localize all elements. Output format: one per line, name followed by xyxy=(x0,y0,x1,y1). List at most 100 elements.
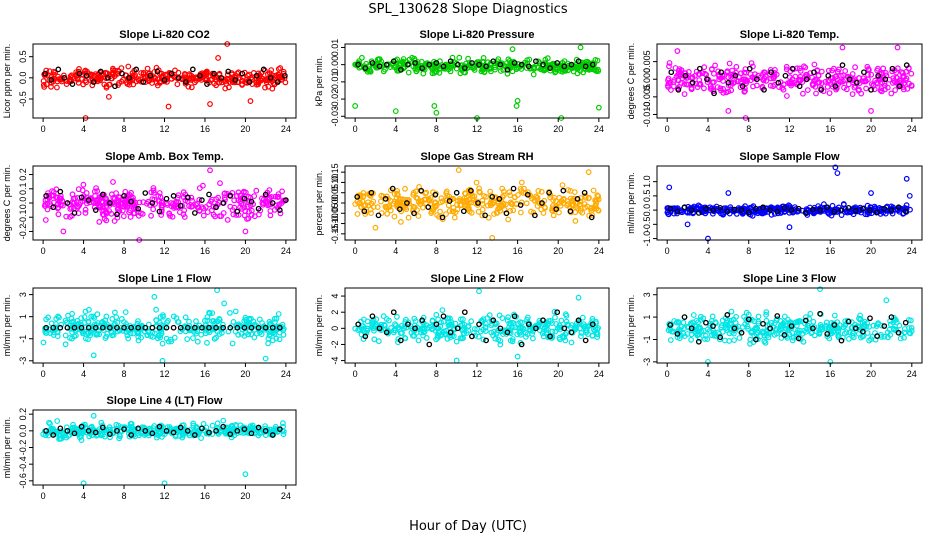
data-point xyxy=(552,314,558,321)
data-point xyxy=(201,317,208,324)
data-point xyxy=(54,84,60,91)
data-point xyxy=(117,433,123,440)
data-point xyxy=(99,422,106,429)
data-point xyxy=(96,197,103,203)
mean-point xyxy=(369,313,376,320)
data-point xyxy=(491,211,497,217)
mean-point xyxy=(867,207,873,213)
data-point xyxy=(835,331,842,338)
data-point xyxy=(42,217,49,223)
data-point xyxy=(166,210,173,217)
mean-point xyxy=(433,60,440,66)
data-point xyxy=(390,329,397,336)
data-point xyxy=(222,85,229,92)
x-tick-label: 24 xyxy=(907,124,917,134)
mean-point xyxy=(568,61,575,68)
data-point xyxy=(259,199,266,206)
data-point xyxy=(491,328,497,335)
data-point xyxy=(570,202,576,209)
data-point xyxy=(543,327,550,333)
data-point xyxy=(164,319,170,326)
y-tick-label: 0.2 xyxy=(18,168,28,181)
data-point xyxy=(891,326,898,333)
mean-point xyxy=(184,427,191,434)
data-point xyxy=(94,311,101,318)
data-point xyxy=(48,83,54,90)
mean-point xyxy=(246,79,253,85)
mean-point xyxy=(454,325,461,332)
mean-point xyxy=(156,208,163,215)
data-point xyxy=(500,188,507,195)
mean-point xyxy=(92,207,99,213)
data-point xyxy=(93,331,100,338)
mean-point xyxy=(76,70,83,77)
data-point xyxy=(797,77,804,84)
data-point xyxy=(131,210,138,217)
mean-point xyxy=(560,187,567,194)
x-tick-label: 4 xyxy=(393,246,398,256)
mean-point xyxy=(161,77,168,83)
data-point xyxy=(394,187,401,194)
data-point xyxy=(446,208,453,214)
y-tick-label: 3 xyxy=(642,292,652,297)
data-point xyxy=(68,315,75,322)
data-point xyxy=(694,84,701,90)
mean-point xyxy=(796,83,803,90)
y-tick-label: 0 xyxy=(330,326,340,331)
x-tick-label: 20 xyxy=(866,124,876,134)
data-point xyxy=(62,317,69,324)
data-point xyxy=(255,77,262,84)
data-point xyxy=(868,71,875,78)
data-point xyxy=(188,194,195,201)
data-point xyxy=(401,61,408,67)
outlier-point xyxy=(352,103,359,109)
mean-point xyxy=(868,86,874,93)
data-point xyxy=(170,203,177,210)
data-point xyxy=(726,60,733,67)
data-point xyxy=(811,61,818,68)
data-point xyxy=(908,70,915,77)
x-tick-label: 8 xyxy=(434,246,439,256)
data-point xyxy=(175,319,182,326)
data-point xyxy=(46,419,52,426)
data-point xyxy=(101,433,108,440)
data-point xyxy=(213,334,219,341)
point-cloud xyxy=(352,179,602,225)
y-tick-label: -4 xyxy=(330,357,340,365)
data-point xyxy=(54,418,61,424)
mean-point xyxy=(525,63,532,70)
data-point xyxy=(582,192,589,199)
data-point xyxy=(514,331,521,338)
mean-point xyxy=(199,197,205,204)
data-point xyxy=(821,201,827,208)
data-point xyxy=(856,315,862,322)
data-point xyxy=(91,315,98,321)
mean-point xyxy=(896,83,903,90)
mean-point xyxy=(760,320,766,327)
mean-point xyxy=(745,316,752,323)
data-point xyxy=(592,328,598,334)
mean-point xyxy=(48,77,55,83)
mean-point xyxy=(853,79,860,86)
x-tick-label: 8 xyxy=(746,124,751,134)
data-point xyxy=(65,433,71,439)
data-point xyxy=(90,198,97,205)
mean-point xyxy=(788,207,795,213)
data-point xyxy=(230,319,237,325)
data-point xyxy=(375,338,382,345)
data-point xyxy=(819,80,825,86)
data-point xyxy=(866,323,873,330)
mean-point xyxy=(149,430,156,437)
data-point xyxy=(448,319,455,326)
data-point xyxy=(500,201,507,207)
data-point xyxy=(728,317,734,324)
mean-point xyxy=(255,424,262,431)
mean-point xyxy=(128,324,134,331)
mean-point xyxy=(581,189,588,196)
mean-point xyxy=(831,322,838,328)
x-tick-label: 24 xyxy=(281,369,291,379)
data-point xyxy=(831,312,838,319)
data-point xyxy=(770,83,777,90)
mean-point xyxy=(802,210,809,216)
data-point xyxy=(446,319,452,326)
